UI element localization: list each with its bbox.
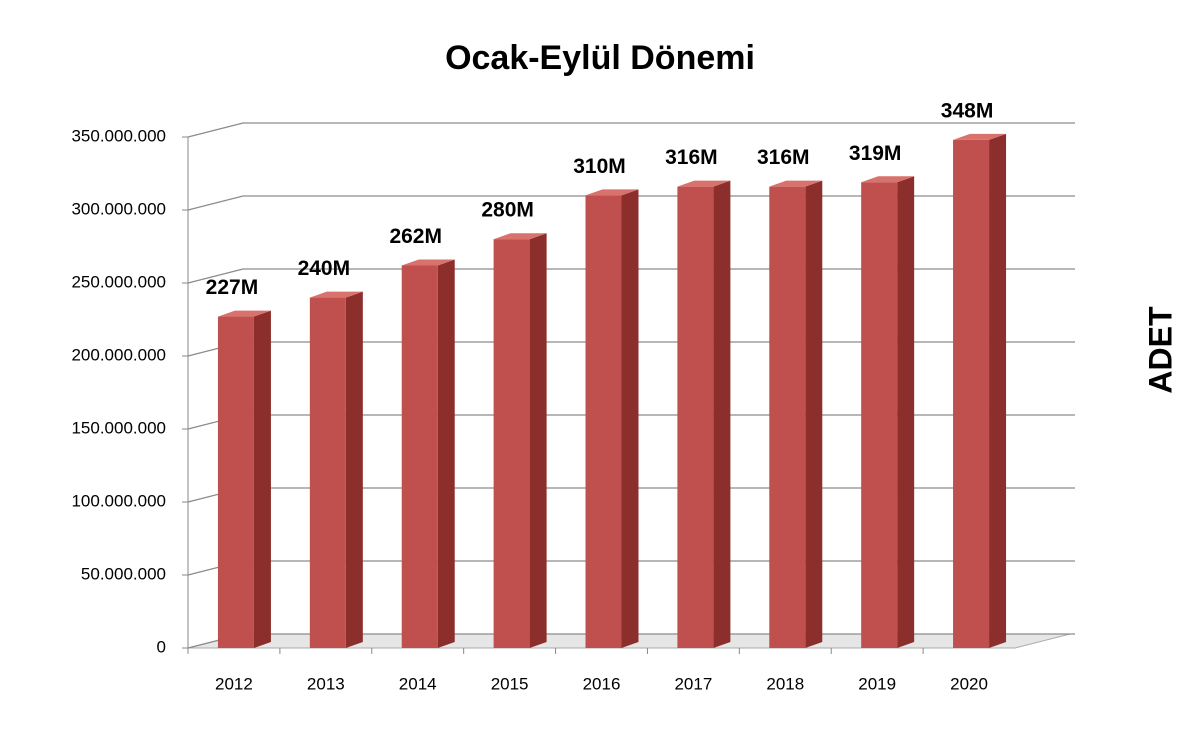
value-label: 316M [757, 146, 810, 169]
bar-side [805, 180, 823, 648]
value-label: 319M [849, 142, 902, 165]
bar [493, 239, 530, 648]
bar-top [493, 233, 547, 240]
value-label: 280M [481, 199, 534, 222]
y-tick-label: 350.000.000 [71, 126, 166, 145]
y-tick-label: 200.000.000 [71, 345, 166, 364]
bar-top [217, 310, 271, 317]
bar-side [345, 291, 363, 648]
x-tick-label: 2013 [307, 674, 345, 693]
bar-side [989, 133, 1007, 649]
chart-title: Ocak-Eylül Dönemi [445, 39, 755, 77]
bar-side [437, 259, 455, 648]
bar-top [953, 133, 1007, 140]
value-label: 227M [206, 276, 259, 299]
value-label: 316M [665, 146, 718, 169]
bar [861, 182, 898, 648]
x-tick-label: 2014 [399, 674, 437, 693]
y-tick-label: 100.000.000 [71, 491, 166, 510]
value-label: 240M [298, 257, 351, 280]
value-label: 262M [389, 225, 442, 248]
bar-side [253, 310, 271, 648]
value-label: 348M [941, 99, 994, 122]
bar-top [585, 189, 639, 196]
y-tick-label: 0 [157, 637, 166, 656]
bar [217, 316, 254, 648]
grid-line [187, 122, 1075, 138]
value-label: 310M [573, 155, 626, 178]
x-tick-label: 2017 [674, 674, 712, 693]
y-tick-label: 250.000.000 [71, 272, 166, 291]
x-tick-label: 2016 [583, 674, 621, 693]
y-tick-label: 300.000.000 [71, 199, 166, 218]
bar [953, 139, 990, 649]
x-tick-label: 2018 [766, 674, 804, 693]
x-tick-label: 2020 [950, 674, 988, 693]
bar [309, 297, 346, 648]
bar-side [529, 233, 547, 648]
x-tick-label: 2019 [858, 674, 896, 693]
bar-side [897, 176, 915, 648]
bar-side [713, 180, 731, 648]
y-tick-label: 50.000.000 [81, 564, 166, 583]
bar-top [401, 259, 455, 266]
bar [769, 186, 806, 648]
y-axis-label: ADET [1142, 306, 1178, 394]
y-tick-label: 150.000.000 [71, 418, 166, 437]
bar-top [309, 291, 363, 298]
bar [585, 195, 622, 648]
bar-top [769, 180, 823, 187]
bar-side [621, 189, 639, 648]
x-tick-label: 2015 [491, 674, 529, 693]
bar-top [677, 180, 731, 187]
bar-top [861, 176, 915, 183]
bar [677, 186, 714, 648]
x-tick-label: 2012 [215, 674, 253, 693]
bar [401, 265, 438, 648]
